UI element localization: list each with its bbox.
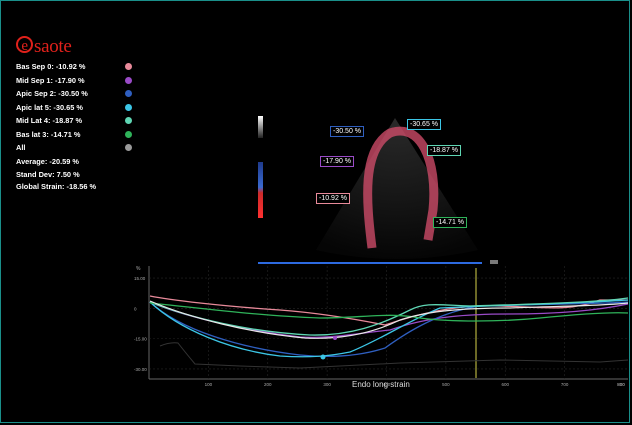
strain-color-scale <box>258 162 263 218</box>
x-tick-label: 600 <box>501 382 509 387</box>
segment-all[interactable]: All <box>16 141 132 155</box>
segment-apic-lat[interactable]: Apic lat 5: -30.65 % <box>16 101 132 115</box>
label-bas-lat: -14.71 % <box>433 217 468 228</box>
y-axis-unit: % <box>136 266 141 272</box>
y-tick-label: -30.00 <box>134 367 147 372</box>
average-strain: Average: -20.59 % <box>16 157 79 166</box>
gray-scale-bar <box>258 116 263 138</box>
myocardium-strain-overlay <box>363 126 439 249</box>
segment-color-dot <box>125 76 132 84</box>
segment-color-dot <box>125 130 132 138</box>
esaote-logo: e saote <box>16 36 72 58</box>
x-tick-label: 800 <box>617 382 625 387</box>
segment-bas-lat[interactable]: Bas lat 3: -14.71 % <box>16 128 132 142</box>
segment-list: Bas Sep 0: -10.92 % Mid Sep 1: -17.90 % … <box>16 60 132 155</box>
ecg-trace <box>159 342 629 369</box>
segment-mid-lat[interactable]: Mid Lat 4: -18.87 % <box>16 114 132 128</box>
stand-dev: Stand Dev: 7.50 % <box>16 169 80 179</box>
segment-color-dot <box>125 144 132 151</box>
segment-color-dot <box>125 90 132 97</box>
x-tick-label: 300 <box>323 382 331 387</box>
strain-stats: Average: -20.59 % Stand Dev: 7.50 % Glob… <box>16 156 96 194</box>
x-axis-title: Endo long strain <box>352 380 410 389</box>
peak-marker <box>320 354 326 360</box>
segment-color-dot <box>125 117 132 124</box>
label-mid-lat: -18.87 % <box>427 145 462 156</box>
curve-mid-lat <box>149 297 629 336</box>
x-tick-label: 500 <box>442 382 450 387</box>
global-strain: Global Strain: -18.56 % <box>16 182 97 191</box>
y-tick-label: 0 <box>134 306 137 311</box>
x-tick-label: 700 <box>561 382 569 387</box>
curve-average <box>149 300 629 339</box>
curve-bas-sep <box>149 295 628 326</box>
segment-bas-sep[interactable]: Bas Sep 0: -10.92 % <box>16 60 132 74</box>
segment-color-dot <box>125 63 132 70</box>
label-apic-sep: -30.50 % <box>330 126 365 137</box>
segment-color-dot <box>125 103 132 111</box>
x-tick-label: 200 <box>264 382 272 387</box>
x-tick-label: 400 <box>383 382 391 387</box>
x-tick-label: 100 <box>205 382 213 387</box>
label-bas-sep: -10.92 % <box>316 193 351 204</box>
y-tick-label: -15.00 <box>134 337 147 342</box>
segment-mid-sep[interactable]: Mid Sep 1: -17.90 % <box>16 74 132 88</box>
y-tick-label: 15.00 <box>134 276 146 281</box>
segment-apic-sep[interactable]: Apic Sep 2: -30.50 % <box>16 87 132 101</box>
label-apic-lat: -30.65 % <box>407 119 442 130</box>
label-mid-sep: -17.90 % <box>320 156 355 167</box>
timeline-marker <box>490 260 498 264</box>
peak-marker <box>333 336 337 340</box>
